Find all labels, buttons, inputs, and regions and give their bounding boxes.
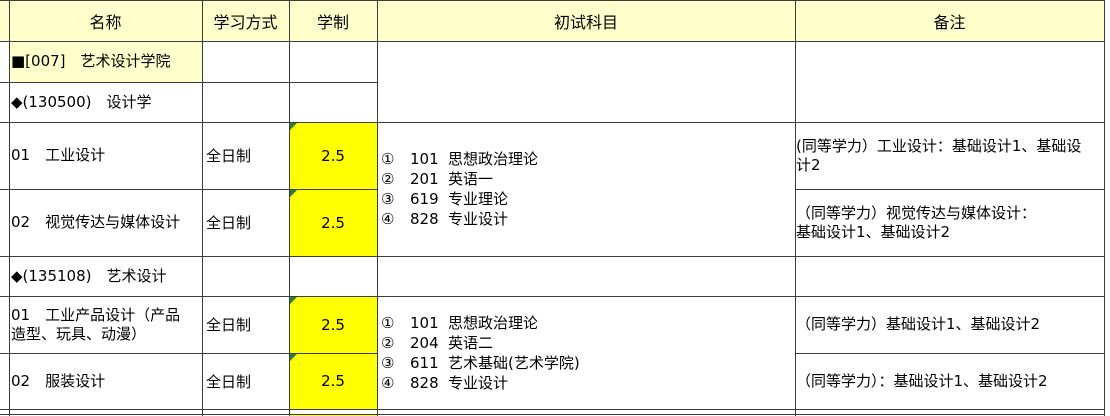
cell-note-triangle-icon: [290, 297, 297, 304]
cell-program-name-01-industrial-product-design: 01 工业产品设计（产品 造型、玩具、动漫）: [11, 305, 181, 343]
cell-program-name-02-visual-media-design: 02 视觉传达与媒体设计: [11, 213, 181, 231]
grid-line-h: [795, 189, 1104, 190]
grid-line-h: [0, 189, 378, 190]
cell-note-triangle-icon: [290, 354, 297, 361]
subject-code: 101: [410, 150, 439, 168]
exam-subjects-block-design: ① 101 思想政治理论 ② 201 英语一 ③ 619 专业理论 ④ 828 专业设计: [377, 122, 795, 256]
duration-highlight-partial: [289, 414, 377, 416]
subject-code: 828: [410, 210, 439, 228]
duration-highlight-c: [289, 122, 377, 189]
subject-title: 英语二: [448, 333, 494, 352]
cell-mode-program-3: 全日制: [206, 316, 252, 334]
subject-number: ②: [381, 333, 395, 352]
cell-remark-program-1: (同等学力）工业设计：基础设计1、基础设 计2: [796, 136, 1082, 174]
grid-line-h: [795, 353, 1104, 354]
subject-code: 611: [410, 353, 439, 372]
subject-title: 思想政治理论: [448, 313, 539, 332]
cell-remark-program-2: （同等学力）视觉传达与媒体设计： 基础设计1、基础设计2: [796, 203, 1037, 241]
exam-subject-line: ④ 828 专业设计: [377, 373, 795, 393]
grid-line-h: [0, 82, 378, 83]
duration-highlight-g: [289, 353, 377, 409]
grid-line-v: [377, 0, 378, 416]
cell-note-triangle-icon: [290, 190, 297, 197]
exam-subject-line: ③ 611 艺术基础(艺术学院): [377, 353, 795, 373]
duration-highlight-f: [289, 296, 377, 353]
subject-number: ①: [381, 313, 395, 332]
cell-note-triangle-icon: [290, 123, 297, 130]
subject-title: 专业理论: [448, 190, 509, 208]
header-cell-remarks: 备注: [933, 12, 966, 32]
grid-line-v: [289, 0, 290, 416]
cell-program-name-02-fashion-design: 02 服装设计: [11, 371, 106, 390]
subject-number: ②: [381, 170, 395, 188]
cell-remark-program-4: （同等学力）：基础设计1、基础设计2: [796, 371, 1048, 390]
duration-highlight-d: [289, 189, 377, 256]
cell-remark-program-3: （同等学力）基础设计1、基础设计2: [796, 315, 1041, 333]
subject-number: ①: [381, 150, 395, 168]
cell-duration-program-1: 2.5: [321, 146, 345, 165]
subject-number: ④: [381, 210, 395, 228]
exam-subject-line: ① 101 思想政治理论: [377, 313, 795, 333]
exam-subject-line: ① 101 思想政治理论: [377, 149, 795, 169]
subject-code: 101: [410, 313, 439, 332]
grid-line-h: [0, 414, 1104, 415]
exam-subject-line: ④ 828 专业设计: [377, 209, 795, 229]
cell-duration-program-4: 2.5: [321, 372, 345, 390]
subject-title: 专业设计: [448, 373, 509, 392]
exam-subject-line: ② 204 英语二: [377, 333, 795, 353]
subject-number: ④: [381, 373, 395, 392]
exam-subject-line: ② 201 英语一: [377, 169, 795, 189]
subject-title: 专业设计: [448, 210, 509, 228]
subject-code: 828: [410, 373, 439, 392]
header-cell-duration: 学制: [316, 12, 349, 32]
grid-line-h: [0, 256, 1104, 257]
subject-code: 201: [410, 170, 439, 188]
grid-line-v: [202, 0, 203, 416]
cell-major-130500: ◆(130500) 设计学: [11, 92, 152, 111]
header-cell-exam-subjects: 初试科目: [553, 12, 618, 32]
grid-line-h: [0, 0, 1104, 1]
subject-number: ③: [381, 190, 395, 208]
grid-line-h: [0, 409, 1104, 410]
cell-duration-program-3: 2.5: [321, 315, 345, 334]
cell-mode-program-1: 全日制: [206, 147, 252, 165]
subject-code: 619: [410, 190, 439, 208]
cell-school-007: ■[007] 艺术设计学院: [11, 52, 171, 70]
header-cell-name: 名称: [89, 12, 122, 32]
grid-line-v: [9, 0, 10, 416]
header-row-background: [0, 0, 1104, 41]
subject-title: 思想政治理论: [448, 150, 539, 168]
cell-duration-program-2: 2.5: [321, 213, 345, 232]
cell-major-135108: ◆(135108) 艺术设计: [11, 266, 167, 285]
cell-mode-program-4: 全日制: [206, 372, 252, 391]
subject-code: 204: [410, 333, 439, 352]
subject-title: 英语一: [448, 170, 494, 188]
grid-line-h: [0, 353, 378, 354]
exam-subject-line: ③ 619 专业理论: [377, 189, 795, 209]
exam-subjects-block-art-design: ① 101 思想政治理论 ② 204 英语二 ③ 611 艺术基础(艺术学院) ④ 828 专业…: [377, 296, 795, 409]
grid-line-v: [1104, 0, 1105, 416]
grid-line-h: [0, 122, 1104, 123]
grid-line-v: [795, 0, 796, 416]
cell-program-name-01-industrial-design: 01 工业设计: [11, 146, 106, 164]
header-cell-study-mode: 学习方式: [213, 12, 278, 32]
cell-mode-program-2: 全日制: [206, 214, 252, 232]
grid-line-h: [0, 296, 1104, 297]
subject-number: ③: [381, 353, 395, 372]
subject-title: 艺术基础(艺术学院): [448, 353, 580, 372]
grid-line-h: [0, 41, 1104, 42]
school-row-background: [9, 41, 202, 82]
